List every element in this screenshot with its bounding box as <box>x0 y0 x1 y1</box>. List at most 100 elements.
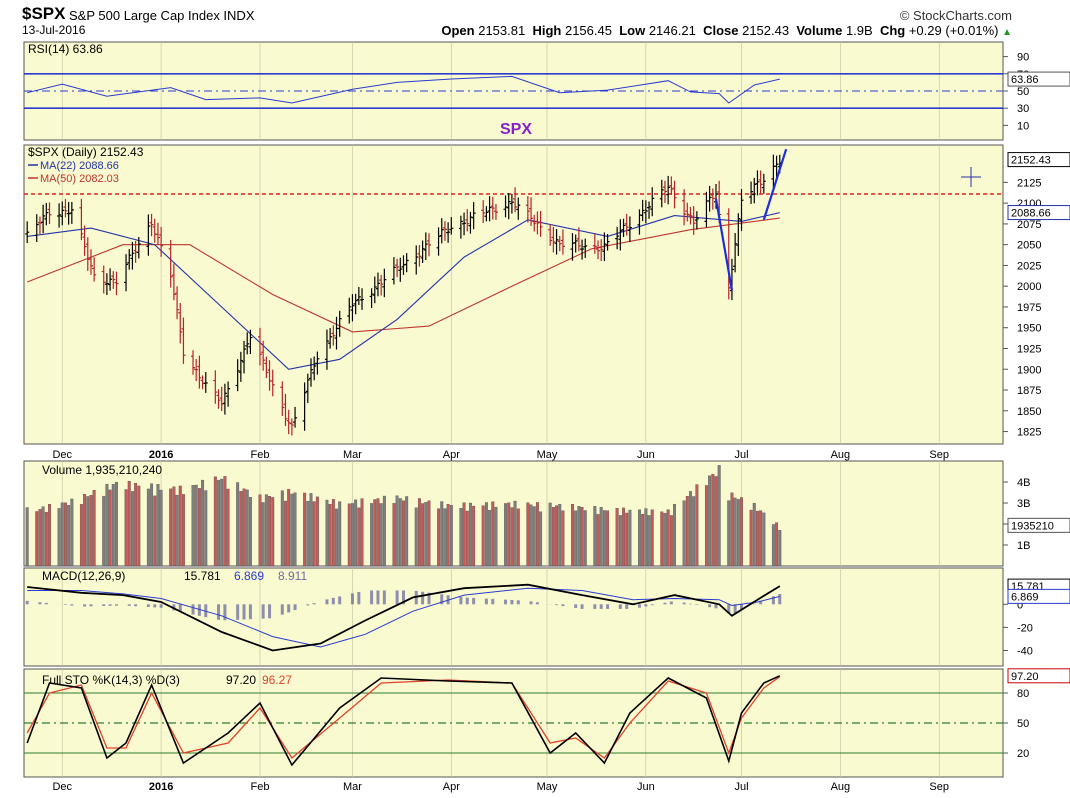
volume-bar-2016-03-30 <box>443 508 447 567</box>
ma22-line <box>27 212 780 370</box>
volume-bar-2015-12-08 <box>83 494 87 567</box>
macd-hist-bar-2016-07-01 <box>740 604 744 610</box>
volume-bar-2016-06-27 <box>727 500 731 567</box>
sto-k-line <box>26 675 781 767</box>
volume-bar-2016-01-19 <box>217 479 220 567</box>
sto-tick-label: 50 <box>1017 718 1029 730</box>
price-current-tag: 2152.43 <box>1011 155 1051 167</box>
volume-bar-2016-06-28 <box>730 492 734 567</box>
sto-tick-label: 80 <box>1017 688 1029 700</box>
volume-bar-2016-04-01 <box>449 505 453 567</box>
volume-bar-2016-03-11 <box>382 495 386 567</box>
volume-bar-2016-03-31 <box>446 503 450 567</box>
macd-hist-bar-2016-06-01 <box>644 604 648 607</box>
volume-bar-2016-05-16 <box>593 506 597 567</box>
volume-bar-2015-12-09 <box>86 496 90 567</box>
volume-bar-2016-04-25 <box>526 502 530 567</box>
price-x-label-Apr: Apr <box>443 449 460 461</box>
volume-bar-2015-12-21 <box>124 489 128 567</box>
volume-bar-2016-03-08 <box>373 499 377 567</box>
macd-hist-bar-2016-05-18 <box>599 604 603 609</box>
macd-hist-bar-2016-02-22 <box>325 599 329 605</box>
macd-hist-bar-2016-04-28 <box>535 602 539 605</box>
low-label: Low <box>619 23 646 38</box>
price-current-tag-box <box>1007 152 1070 168</box>
ma22-legend: MA(22) 2088.66 <box>40 160 119 172</box>
macd-hist-bar-2016-07-07 <box>759 600 763 605</box>
volume-bar-2016-07-06 <box>756 510 759 567</box>
volume-bar-2016-03-15 <box>395 495 399 567</box>
volume-bar-2015-12-24 <box>134 483 138 567</box>
macd-hist-bar-2016-06-27 <box>727 604 731 614</box>
volume-bar-2016-02-25 <box>335 508 338 567</box>
macd-hist-bar-2016-01-19 <box>217 604 221 620</box>
sto-x-label-Sep: Sep <box>929 781 949 793</box>
volume-bar-2015-12-04 <box>70 498 74 567</box>
volume-bar-2016-01-25 <box>236 482 240 567</box>
volume-bar-2016-02-15 <box>303 492 307 567</box>
volume-bar-2016-05-27 <box>628 509 632 567</box>
volume-bar-2016-04-08 <box>472 505 476 567</box>
macd-hist-bar-2015-12-16 <box>108 604 112 606</box>
volume-bar-2016-03-24 <box>424 502 428 567</box>
volume-bar-2016-01-05 <box>172 486 176 567</box>
volume-bar-2016-05-17 <box>596 514 600 567</box>
macd-legend-value: 15.781 <box>184 569 221 583</box>
macd-hist-bar-2015-12-22 <box>127 604 131 606</box>
price-x-label-Jun: Jun <box>637 449 655 461</box>
price-tick-label: 2075 <box>1017 219 1041 231</box>
macd-hist-bar-2016-02-18 <box>312 603 316 605</box>
macd-hist-bar-2015-11-26 <box>44 602 48 605</box>
sto-x-label-Jul: Jul <box>734 781 748 793</box>
macd-hist-bar-2016-02-12 <box>293 604 297 611</box>
volume-bar-2016-05-31 <box>641 514 645 567</box>
volume-bar-2016-03-10 <box>379 503 383 567</box>
volume-bar-2016-04-26 <box>529 504 533 567</box>
volume-bar-2016-01-22 <box>226 488 230 567</box>
volume-bar-2016-03-22 <box>417 498 421 567</box>
macd-hist-bar-2015-12-08 <box>83 604 87 607</box>
price-panel <box>23 144 1004 445</box>
sto-d-line <box>26 676 781 759</box>
macd-hist-bar-2016-07-11 <box>771 596 775 605</box>
volume-bar-2016-05-06 <box>561 510 565 567</box>
volume-bar-2015-11-25 <box>41 506 45 567</box>
volume-bar-2016-02-26 <box>338 501 342 567</box>
macd-legend-signal: 6.869 <box>234 569 264 583</box>
macd-hist-bar-2016-06-03 <box>650 604 654 606</box>
volume-bar-2016-03-07 <box>370 503 374 567</box>
ticker-symbol: $SPX <box>22 4 66 23</box>
trendline-2 <box>762 148 788 221</box>
macd-hist-bar-2016-01-13 <box>197 604 201 616</box>
volume-bar-2016-02-24 <box>331 499 335 567</box>
sto-x-label-Mar: Mar <box>343 781 362 793</box>
macd-hist-bar-2016-03-03 <box>357 591 361 605</box>
macd-tick-label: -20 <box>1017 622 1033 634</box>
price-tick-label: 2125 <box>1017 177 1041 189</box>
high-label: High <box>532 23 562 38</box>
volume-bar-2016-03-01 <box>351 503 354 567</box>
macd-hist-bar-2016-02-10 <box>287 604 291 613</box>
volume-bar-2016-06-30 <box>736 499 740 567</box>
price-tick-label: 1825 <box>1017 427 1041 439</box>
macd-hist-bar-2015-12-28 <box>146 604 150 607</box>
rsi-tick-label: 90 <box>1017 52 1029 64</box>
ma-current-tag: 2088.66 <box>1011 208 1051 220</box>
volume-bar-2016-03-23 <box>421 503 425 567</box>
volume-bar-2016-01-04 <box>169 488 173 567</box>
macd-hist-bar-2016-01-27 <box>242 604 246 620</box>
price-x-label-2016: 2016 <box>149 449 173 461</box>
volume-bar-2016-06-15 <box>689 491 692 567</box>
price-x-label-Dec: Dec <box>52 449 72 461</box>
macd-hist-bar-2016-07-05 <box>752 603 756 605</box>
volume-bar-2016-06-29 <box>733 497 737 567</box>
macd-hist-bar-2016-06-29 <box>733 604 737 614</box>
volume-bar-2016-01-28 <box>245 489 249 567</box>
volume-bar-2016-01-27 <box>242 488 246 567</box>
volume-bar-2016-06-20 <box>704 485 708 567</box>
macd-hist-bar-2015-12-24 <box>134 604 138 607</box>
volume-bar-2016-06-06 <box>660 511 664 567</box>
volume-bar-2016-01-13 <box>197 488 201 567</box>
volume-bar-2016-03-16 <box>398 498 402 567</box>
